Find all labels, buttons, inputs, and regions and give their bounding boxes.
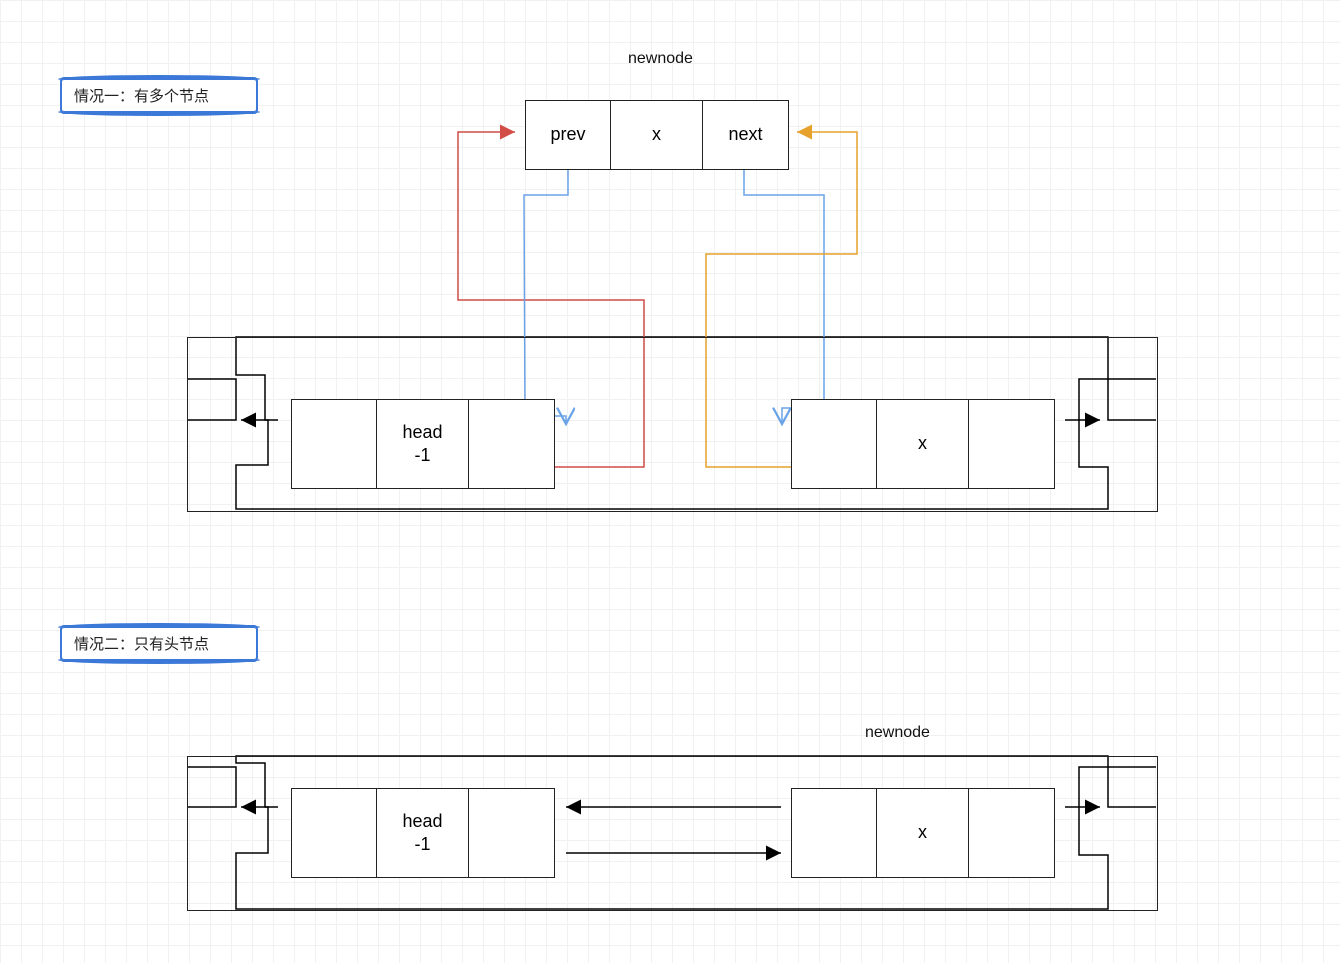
cell: head-1 bbox=[377, 400, 469, 488]
node-head2: head-1 bbox=[291, 788, 555, 878]
cell bbox=[292, 789, 377, 877]
cell bbox=[469, 400, 554, 488]
label-newnode2: newnode bbox=[865, 724, 930, 742]
label-newnode1: newnode bbox=[628, 50, 693, 68]
node-head1: head-1 bbox=[291, 399, 555, 489]
cell bbox=[469, 789, 554, 877]
node-x1: x bbox=[791, 399, 1055, 489]
cell bbox=[969, 400, 1054, 488]
node-new1: prevxnext bbox=[525, 100, 789, 170]
node-x2: x bbox=[791, 788, 1055, 878]
callout-case1: 情况一：有多个节点 bbox=[60, 77, 258, 114]
cell bbox=[792, 789, 877, 877]
cell: head-1 bbox=[377, 789, 469, 877]
cell bbox=[969, 789, 1054, 877]
cell: prev bbox=[526, 101, 611, 169]
callout-case2: 情况二：只有头节点 bbox=[60, 625, 258, 662]
diagram-canvas: { "width":1340,"height":963, "grid_color… bbox=[0, 0, 1340, 963]
cell: x bbox=[877, 789, 969, 877]
cell bbox=[292, 400, 377, 488]
cell: x bbox=[877, 400, 969, 488]
cell bbox=[792, 400, 877, 488]
cell: next bbox=[703, 101, 788, 169]
cell: x bbox=[611, 101, 703, 169]
